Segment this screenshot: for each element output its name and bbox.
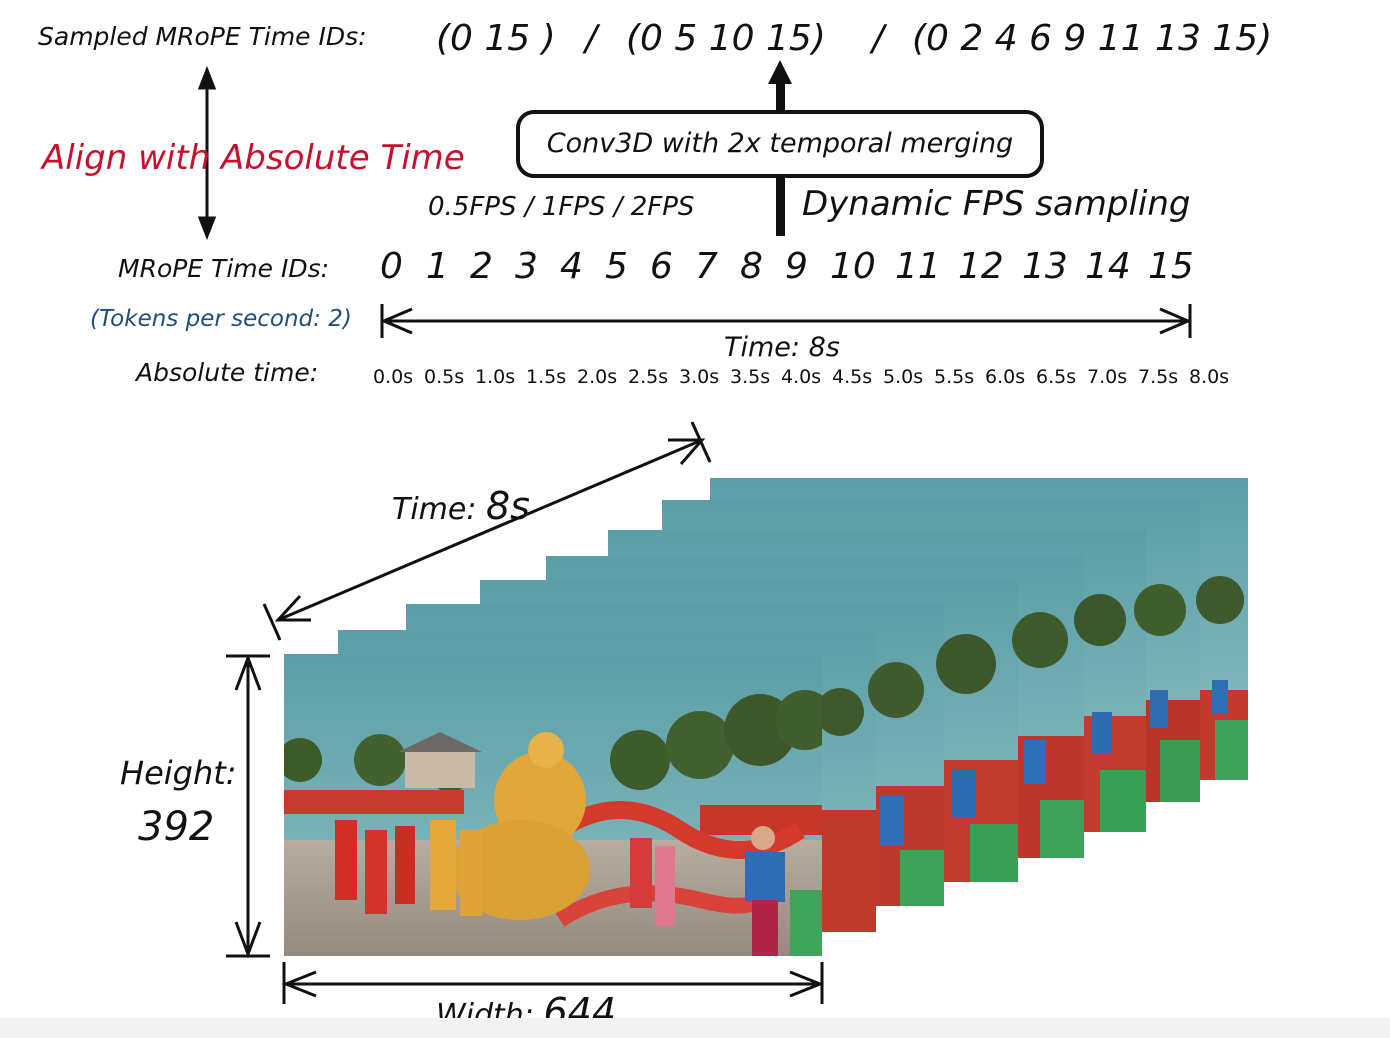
absolute-time: 7.0s xyxy=(1087,366,1128,388)
conv3d-box: Conv3D with 2x temporal merging xyxy=(516,110,1044,178)
mrope-id: 7 xyxy=(695,246,718,287)
video-time-prefix: Time: xyxy=(392,492,486,527)
bottom-edge-strip xyxy=(0,1018,1390,1038)
video-frame-stack xyxy=(284,478,1248,956)
absolute-time: 1.5s xyxy=(526,366,567,388)
align-absolute-time-label: Align with Absolute Time xyxy=(42,138,465,178)
back-frame-scenes xyxy=(816,576,1248,932)
absolute-time: 1.0s xyxy=(475,366,516,388)
width-arrow xyxy=(281,962,825,1004)
absolute-time: 6.5s xyxy=(1036,366,1077,388)
mrope-id: 15 xyxy=(1148,246,1194,287)
mrope-id: 5 xyxy=(605,246,628,287)
mrope-id: 0 xyxy=(380,246,403,287)
absolute-times-row: 0.0s 0.5s 1.0s 1.5s 2.0s 2.5s 3.0s 3.5s … xyxy=(373,366,1243,390)
mrope-id: 2 xyxy=(470,246,493,287)
mrope-id: 9 xyxy=(785,246,808,287)
mrope-id: 12 xyxy=(958,246,1004,287)
absolute-time: 7.5s xyxy=(1138,366,1179,388)
absolute-time: 0.0s xyxy=(373,366,414,388)
video-time-arrow xyxy=(262,421,712,641)
mrope-id: 6 xyxy=(650,246,673,287)
absolute-time: 4.5s xyxy=(832,366,873,388)
time-span-arrow xyxy=(380,304,1192,338)
mrope-id: 14 xyxy=(1085,246,1131,287)
mrope-id: 8 xyxy=(740,246,763,287)
mrope-id: 1 xyxy=(426,246,449,287)
sampled-group-1: (0 15 ) xyxy=(436,18,556,59)
absolute-time: 4.0s xyxy=(781,366,822,388)
sampled-group-2: (0 5 10 15) xyxy=(626,18,826,59)
video-time-label: Time: 8s xyxy=(392,484,530,528)
front-video-frame xyxy=(284,654,822,956)
time-span-label: Time: 8s xyxy=(724,332,840,363)
conv3d-label: Conv3D with 2x temporal merging xyxy=(546,128,1014,159)
mrope-id: 13 xyxy=(1022,246,1068,287)
absolute-time: 3.5s xyxy=(730,366,771,388)
absolute-time: 0.5s xyxy=(424,366,465,388)
absolute-time: 2.0s xyxy=(577,366,618,388)
align-double-arrow xyxy=(197,65,217,241)
sampled-separator: / xyxy=(872,18,885,59)
absolute-time: 3.0s xyxy=(679,366,720,388)
absolute-time: 5.5s xyxy=(934,366,975,388)
mrope-id: 4 xyxy=(560,246,583,287)
absolute-time: 6.0s xyxy=(985,366,1026,388)
mrope-id: 3 xyxy=(515,246,538,287)
height-arrow xyxy=(226,653,270,959)
fps-options-label: 0.5FPS / 1FPS / 2FPS xyxy=(428,192,695,222)
sampled-group-3: (0 2 4 6 9 11 13 15) xyxy=(912,18,1273,59)
absolute-time: 5.0s xyxy=(883,366,924,388)
mrope-ids-label: MRoPE Time IDs: xyxy=(118,254,330,283)
height-label: Height: xyxy=(120,754,237,792)
absolute-time-label: Absolute time: xyxy=(136,358,319,387)
height-value: 392 xyxy=(138,804,215,850)
video-time-value: 8s xyxy=(485,484,530,528)
dynamic-fps-label: Dynamic FPS sampling xyxy=(802,184,1191,224)
tokens-per-second-note: (Tokens per second: 2) xyxy=(90,306,352,332)
mrope-id: 11 xyxy=(895,246,941,287)
absolute-time: 8.0s xyxy=(1189,366,1230,388)
sampled-mrope-label: Sampled MRoPE Time IDs: xyxy=(38,22,367,51)
sampled-separator: / xyxy=(585,18,598,59)
mrope-id: 10 xyxy=(830,246,876,287)
absolute-time: 2.5s xyxy=(628,366,669,388)
